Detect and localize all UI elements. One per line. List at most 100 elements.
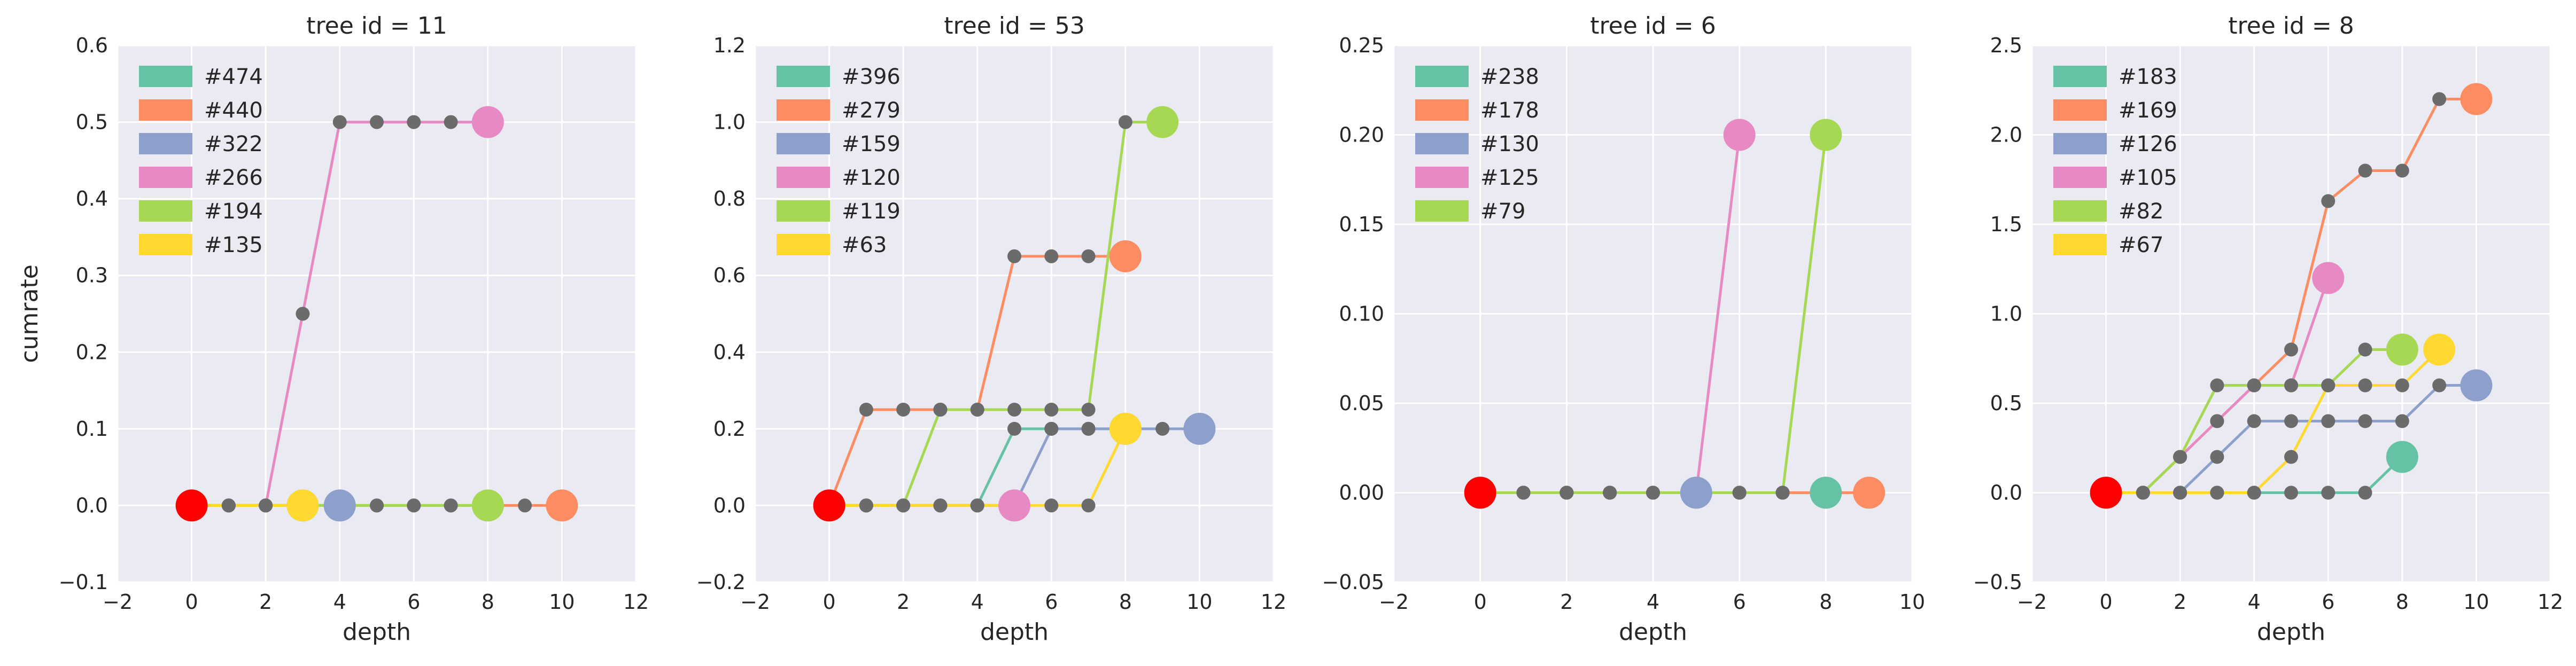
data-point xyxy=(1081,402,1096,417)
x-tick-label: −2 xyxy=(740,590,770,614)
y-tick-label: 1.0 xyxy=(1990,302,2022,326)
data-point xyxy=(1559,485,1574,500)
data-point xyxy=(444,115,458,129)
legend-swatch xyxy=(2053,133,2107,154)
data-point xyxy=(859,498,873,513)
data-point xyxy=(2321,485,2336,500)
legend-label: #119 xyxy=(842,199,901,224)
legend-label: #159 xyxy=(842,132,901,156)
legend-swatch xyxy=(777,66,830,87)
legend-label: #105 xyxy=(2119,166,2177,190)
chart-title: tree id = 6 xyxy=(1590,12,1716,40)
legend-label: #322 xyxy=(204,132,263,156)
data-point xyxy=(970,498,984,513)
series-end-point-67 xyxy=(2423,333,2456,366)
chart-panel-3: −2 0 2 4 6 8 10 12 −0.5 0.0 0.5 1.0 1.5 2.0 2.5 tree id… xyxy=(1973,12,2563,646)
legend-swatch xyxy=(2053,66,2107,87)
data-point xyxy=(332,115,347,129)
x-tick-label: 4 xyxy=(2248,590,2261,614)
legend-swatch xyxy=(1415,66,1469,87)
y-tick-label: 1.5 xyxy=(1990,213,2022,236)
series-end-point-79 xyxy=(1810,119,1842,151)
series-end-point-63 xyxy=(1109,412,1142,445)
data-point xyxy=(2284,342,2298,357)
y-tick-label: 0.2 xyxy=(76,340,108,364)
legend-label: #120 xyxy=(842,166,901,190)
x-tick-label: 2 xyxy=(1560,590,1573,614)
x-tick-label: 12 xyxy=(623,590,649,614)
legend-swatch xyxy=(777,200,830,222)
data-point xyxy=(259,498,273,513)
legend-swatch xyxy=(1415,200,1469,222)
data-point xyxy=(1044,402,1059,417)
legend-swatch xyxy=(139,66,192,87)
legend-swatch xyxy=(139,234,192,255)
data-point xyxy=(2395,378,2409,393)
legend-label: #194 xyxy=(204,199,263,224)
legend: #183 #169 #126 #105 #82 #67 xyxy=(2053,65,2177,257)
legend-label: #238 xyxy=(1480,65,1539,89)
legend-swatch xyxy=(777,99,830,121)
legend-label: #135 xyxy=(204,233,263,257)
series-end-point-279 xyxy=(1109,240,1142,272)
legend-label: #440 xyxy=(204,98,263,123)
data-point xyxy=(221,498,236,513)
data-point xyxy=(896,402,911,417)
y-tick-label: 0.20 xyxy=(1339,123,1384,147)
data-point xyxy=(2284,450,2298,464)
data-point xyxy=(1007,421,1021,436)
legend-label: #126 xyxy=(2119,132,2177,156)
root-point xyxy=(813,489,845,522)
data-point xyxy=(296,307,310,321)
data-point xyxy=(2358,485,2372,500)
data-point xyxy=(2210,450,2224,464)
legend-swatch xyxy=(2053,167,2107,188)
y-tick-label: 0.6 xyxy=(76,34,108,57)
data-point xyxy=(2358,414,2372,428)
y-tick-label: 0.15 xyxy=(1339,213,1384,236)
series-end-point-183 xyxy=(2386,441,2418,473)
x-tick-label: 4 xyxy=(1647,590,1659,614)
legend-swatch xyxy=(139,167,192,188)
legend-label: #266 xyxy=(204,166,263,190)
x-tick-label: 0 xyxy=(185,590,198,614)
chart-panels: −2 0 2 4 6 8 10 12 −0.1 0.0 0.1 0.2 0.3 0.4 0.5 0.6 tree… xyxy=(16,12,2563,646)
y-tick-label: 0.2 xyxy=(713,417,746,441)
root-point xyxy=(175,489,208,522)
data-point xyxy=(896,498,911,513)
data-point xyxy=(444,498,458,513)
data-point xyxy=(2136,485,2150,500)
series-end-point-238 xyxy=(1810,476,1842,509)
root-point xyxy=(1464,476,1496,509)
legend-swatch xyxy=(777,133,830,154)
series-end-point-120 xyxy=(998,489,1030,522)
data-point xyxy=(933,402,948,417)
legend-swatch xyxy=(2053,99,2107,121)
chart-title: tree id = 53 xyxy=(944,12,1084,40)
x-tick-label: 0 xyxy=(1474,590,1487,614)
x-tick-label: 6 xyxy=(1045,590,1058,614)
data-point xyxy=(1775,485,1790,500)
data-point xyxy=(370,115,384,129)
y-tick-label: 0.5 xyxy=(76,111,108,134)
series-end-point-178 xyxy=(1853,476,1886,509)
y-tick-label: −0.2 xyxy=(696,570,746,594)
series-end-point-169 xyxy=(2460,83,2493,115)
series-end-point-194 xyxy=(471,489,504,522)
legend-label: #178 xyxy=(1480,98,1539,123)
series-end-point-130 xyxy=(1680,476,1712,509)
series-end-point-440 xyxy=(546,489,578,522)
data-point xyxy=(1007,249,1021,263)
series-end-point-82 xyxy=(2386,333,2418,366)
y-axis-label: cumrate xyxy=(16,264,43,363)
legend-label: #169 xyxy=(2119,98,2177,123)
y-tick-label: 0.4 xyxy=(713,340,746,364)
legend-label: #130 xyxy=(1480,132,1539,156)
x-tick-label: 6 xyxy=(407,590,420,614)
data-point xyxy=(2247,378,2261,393)
legend-label: #79 xyxy=(1480,199,1525,224)
series-end-point-322 xyxy=(323,489,356,522)
x-axis-label: depth xyxy=(1619,618,1687,646)
data-point xyxy=(933,498,948,513)
legend-swatch xyxy=(1415,167,1469,188)
